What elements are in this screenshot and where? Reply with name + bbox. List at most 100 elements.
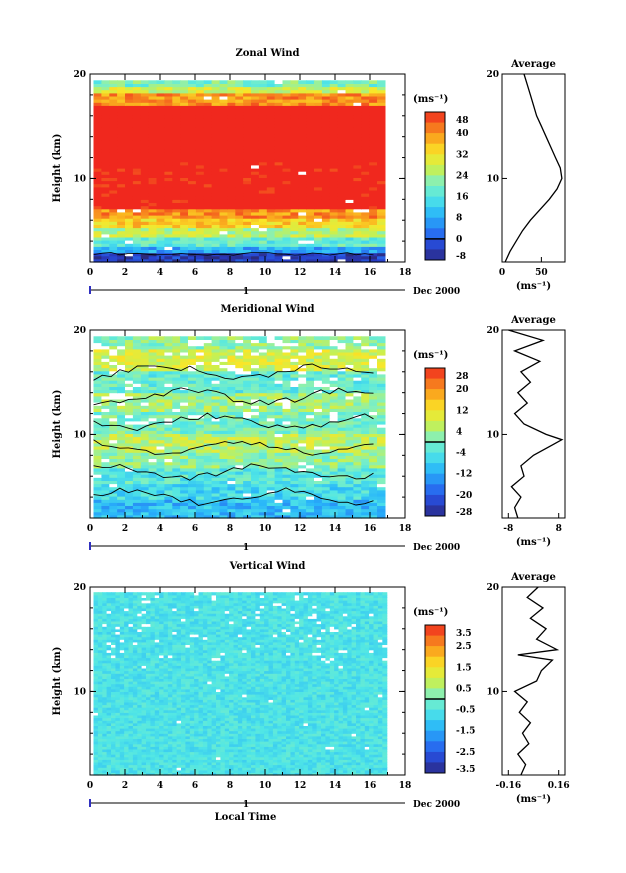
- heatmap-cell: [156, 177, 165, 182]
- heatmap-cell: [203, 196, 213, 200]
- heatmap-cell: [117, 227, 126, 232]
- colorbar-tick-label: -28: [456, 508, 472, 518]
- heatmap-cell: [227, 105, 236, 109]
- heatmap-cell: [172, 121, 181, 125]
- heatmap-cell: [156, 105, 165, 109]
- heatmap-cell: [377, 121, 386, 125]
- heatmap-cell: [172, 89, 181, 94]
- heatmap-cell: [211, 433, 221, 438]
- heatmap-cell: [299, 756, 305, 760]
- heatmap-cell: [132, 224, 142, 229]
- heatmap-cell: [93, 377, 102, 381]
- heatmap-cell: [321, 121, 331, 125]
- heatmap-cell: [227, 102, 236, 106]
- heatmap-cell: [290, 211, 299, 216]
- heatmap-cell: [258, 336, 268, 340]
- heatmap-cell: [93, 389, 102, 394]
- heatmap-cell: [172, 127, 181, 131]
- heatmap-cell: [314, 442, 323, 447]
- panel-2: [89, 329, 566, 550]
- heatmap-cell: [361, 215, 370, 219]
- heatmap-cell: [299, 759, 305, 763]
- heatmap-cell: [321, 164, 331, 169]
- heatmap-cell: [306, 427, 315, 431]
- heatmap-cell: [282, 505, 291, 510]
- heatmap-cell: [342, 764, 348, 768]
- heatmap-cell: [195, 208, 205, 213]
- heatmap-cell: [125, 180, 134, 185]
- heatmap-cell: [329, 105, 339, 109]
- heatmap-cell: [176, 756, 182, 760]
- heatmap-cell: [298, 439, 307, 444]
- heatmap-cell: [156, 255, 165, 260]
- heatmap-cell: [243, 221, 252, 225]
- heatmap-cell: [243, 499, 252, 503]
- heatmap-cell: [251, 180, 260, 185]
- heatmap-cell: [361, 111, 370, 116]
- heatmap-cell: [377, 405, 386, 409]
- heatmap-cell: [314, 189, 323, 194]
- heatmap-cell: [235, 146, 244, 150]
- heatmap-cell: [102, 754, 108, 758]
- heatmap-cell: [282, 511, 291, 516]
- heatmap-cell: [347, 759, 353, 763]
- heatmap-cell: [195, 249, 205, 254]
- colorbar-tick-label: 12: [456, 406, 469, 416]
- heatmap-cell: [101, 414, 110, 419]
- heatmap-cell: [266, 430, 276, 434]
- heatmap-cell: [125, 402, 134, 406]
- heatmap-cell: [321, 224, 331, 229]
- heatmap-cell: [194, 764, 200, 768]
- heatmap-cell: [189, 759, 195, 763]
- heatmap-cell: [164, 130, 173, 135]
- heatmap-cell: [306, 202, 315, 207]
- heatmap-cell: [243, 342, 252, 347]
- heatmap-cell: [329, 258, 339, 263]
- heatmap-cell: [235, 111, 244, 116]
- heatmap-cell: [117, 361, 126, 365]
- heatmap-cell: [93, 158, 102, 163]
- profile-x-tick-label: 0: [499, 268, 505, 278]
- heatmap-cell: [219, 233, 228, 238]
- heatmap-cell: [211, 461, 221, 466]
- heatmap-cell: [229, 769, 235, 773]
- heatmap-cell: [93, 86, 102, 91]
- heatmap-cell: [334, 769, 340, 773]
- heatmap-cell: [101, 386, 110, 391]
- heatmap-cell: [125, 99, 134, 103]
- heatmap-cell: [164, 114, 173, 119]
- heatmap-cell: [312, 772, 318, 776]
- heatmap-cell: [117, 155, 126, 160]
- heatmap-cell: [321, 767, 326, 771]
- heatmap-cell: [290, 502, 299, 506]
- heatmap-cell: [316, 764, 322, 768]
- heatmap-cell: [93, 480, 102, 485]
- heatmap-cell: [148, 127, 158, 131]
- heatmap-cell: [255, 769, 261, 773]
- heatmap-cell: [299, 772, 305, 776]
- heatmap-cell: [235, 480, 244, 485]
- heatmap-cell: [337, 152, 347, 156]
- heatmap-cell: [251, 105, 260, 109]
- heatmap-cell: [109, 149, 118, 153]
- heatmap-cell: [243, 402, 252, 406]
- heatmap-cell: [377, 467, 386, 472]
- heatmap-cell: [258, 355, 268, 359]
- heatmap-cell: [115, 756, 121, 760]
- heatmap-cell: [314, 158, 323, 163]
- heatmap-cell: [337, 439, 347, 444]
- heatmap-cell: [219, 202, 228, 207]
- heatmap-cell: [345, 474, 354, 478]
- heatmap-cell: [321, 202, 331, 207]
- heatmap-cell: [156, 89, 165, 94]
- heatmap-cell: [195, 193, 205, 197]
- colorbar-tick-label: 4: [456, 427, 462, 437]
- heatmap-cell: [243, 424, 252, 428]
- heatmap-cell: [369, 186, 378, 191]
- heatmap-cell: [117, 370, 126, 375]
- heatmap-cell: [132, 461, 142, 466]
- heatmap-cell: [132, 136, 142, 141]
- heatmap-cell: [353, 114, 362, 119]
- heatmap-cell: [298, 189, 307, 194]
- heatmap-cell: [188, 402, 197, 406]
